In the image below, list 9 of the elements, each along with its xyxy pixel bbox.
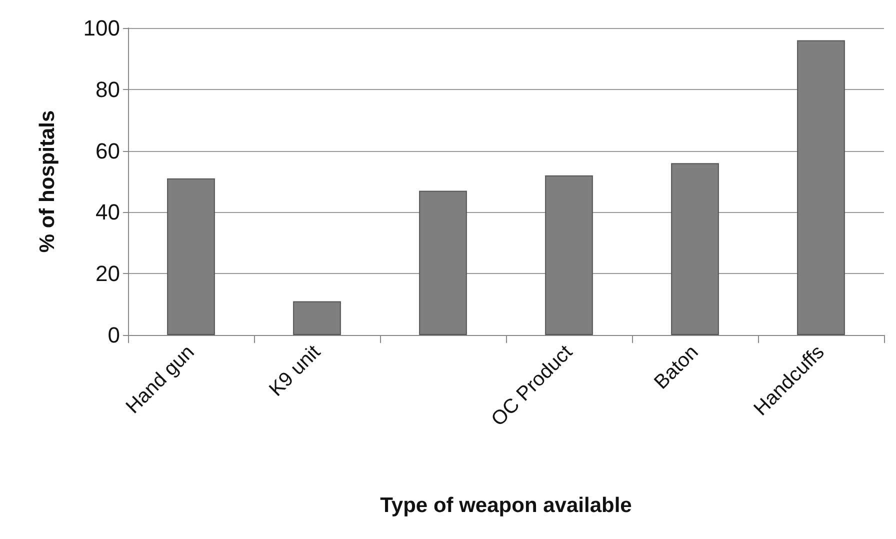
- y-tick-label: 20: [96, 261, 120, 286]
- y-axis-title: % of hospitals: [36, 110, 59, 253]
- y-tick-label: 0: [108, 322, 120, 348]
- y-tick-label: 60: [96, 138, 120, 164]
- x-tick-label: K9 unit: [265, 340, 326, 401]
- y-tick-label: 80: [96, 76, 120, 102]
- x-axis-title: Type of weapon available: [380, 494, 632, 517]
- y-tick-label: 40: [96, 200, 120, 225]
- y-tick-label: 100: [83, 16, 120, 40]
